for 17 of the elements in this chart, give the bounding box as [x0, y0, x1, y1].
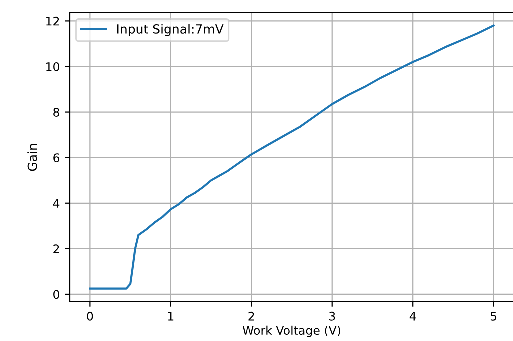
x-axis-title: Work Voltage (V): [242, 326, 340, 338]
y-tick-label: 8: [54, 108, 60, 117]
x-tick-label: 3: [330, 312, 336, 321]
y-tick-label: 12: [46, 16, 60, 26]
y-tick-label: 2: [54, 244, 60, 254]
x-tick-label: 1: [168, 312, 174, 321]
legend-label: Input Signal:7mV: [117, 24, 224, 36]
y-tick-label: 4: [53, 199, 60, 208]
y-tick-label: 0: [54, 290, 60, 300]
y-tick-label: 6: [54, 154, 60, 162]
y-axis-title: Gain: [28, 144, 38, 172]
x-tick-label: 5: [490, 312, 497, 321]
y-tick-label: 10: [46, 62, 60, 72]
x-tick-label: 0: [87, 312, 94, 321]
line-series: [89, 24, 495, 290]
x-tick-label: 4: [410, 312, 416, 321]
x-tick-label: 2: [248, 312, 254, 321]
